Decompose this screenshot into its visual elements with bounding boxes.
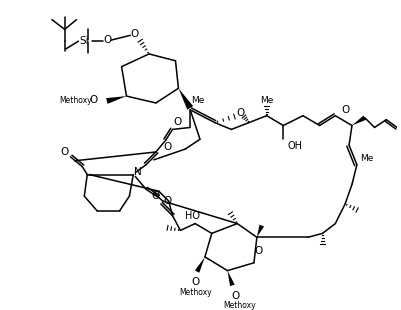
Polygon shape <box>352 116 366 126</box>
Text: O: O <box>104 35 112 45</box>
Polygon shape <box>195 257 205 273</box>
Text: Si: Si <box>79 36 89 46</box>
Text: O: O <box>341 105 349 115</box>
Text: Methoxy: Methoxy <box>59 95 92 104</box>
Polygon shape <box>178 88 193 110</box>
Text: O: O <box>152 191 160 201</box>
Polygon shape <box>106 96 126 104</box>
Text: O: O <box>164 196 172 206</box>
Text: O: O <box>61 147 69 157</box>
Text: Me: Me <box>260 95 273 104</box>
Text: O: O <box>89 95 97 105</box>
Text: Methoxy: Methoxy <box>223 301 255 310</box>
Polygon shape <box>257 224 264 237</box>
Text: Methoxy: Methoxy <box>179 288 211 297</box>
Text: O: O <box>173 117 182 126</box>
Text: O: O <box>130 29 138 39</box>
Text: HO: HO <box>185 211 200 221</box>
Text: Me: Me <box>191 96 205 105</box>
Polygon shape <box>227 271 235 286</box>
Text: OH: OH <box>287 141 302 151</box>
Text: Me: Me <box>360 154 373 163</box>
Text: N: N <box>134 166 142 177</box>
Text: O: O <box>191 277 199 287</box>
Text: O: O <box>236 108 244 118</box>
Text: O: O <box>164 142 172 152</box>
Text: O: O <box>231 291 239 301</box>
Text: O: O <box>255 246 263 256</box>
